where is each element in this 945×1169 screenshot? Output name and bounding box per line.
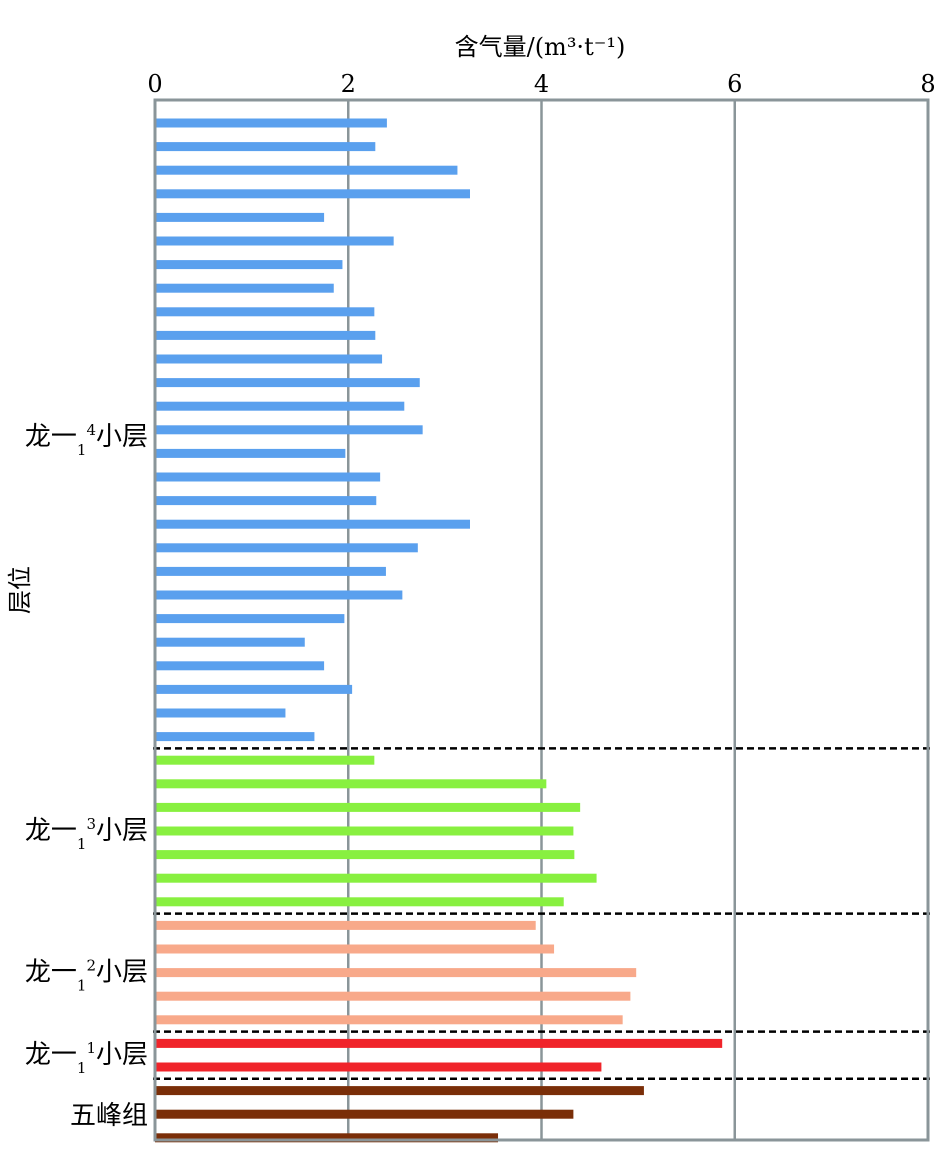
bar-group2-2: [155, 779, 547, 789]
x-tick-label-4: 4: [534, 70, 549, 98]
group-label-4: 龙一11小层: [25, 1039, 148, 1077]
bar-group1-7: [155, 260, 343, 270]
group-label-1: 龙一14小层: [25, 421, 148, 459]
bar-group2-5: [155, 850, 575, 860]
bar-group3-2: [155, 944, 555, 954]
bar-group1-21: [155, 590, 403, 600]
bar-group3-1: [155, 920, 536, 930]
bar-group2-6: [155, 873, 597, 883]
bar-group1-14: [155, 425, 423, 435]
bar-group1-6: [155, 236, 394, 246]
y-axis-title: 层位: [6, 566, 34, 614]
group-dividers: [153, 747, 932, 1081]
bar-group1-3: [155, 165, 458, 175]
bar-group4-2: [155, 1062, 602, 1072]
bar-group1-4: [155, 189, 470, 199]
bar-group1-9: [155, 307, 375, 317]
grid-lines: [347, 100, 736, 1140]
bar-group1-8: [155, 283, 334, 293]
bar-group1-22: [155, 614, 345, 624]
x-tick-labels: 0 2 4 6 8: [147, 70, 935, 98]
bar-group1-13: [155, 401, 405, 411]
bar-group1-11: [155, 354, 383, 364]
bar-group1-19: [155, 543, 418, 553]
group-label-5: 五峰组: [70, 1101, 148, 1131]
x-tick-label-0: 0: [147, 70, 162, 98]
bar-group1-2: [155, 142, 376, 152]
bar-group1-16: [155, 472, 381, 482]
group-label-2: 龙一13小层: [25, 815, 148, 853]
bar-group5-2: [155, 1109, 574, 1119]
bar-group5-1: [155, 1086, 644, 1096]
bar-group1-23: [155, 637, 305, 647]
bar-group1-10: [155, 330, 376, 340]
bar-group1-15: [155, 448, 346, 458]
bar-group2-7: [155, 897, 564, 907]
bar-group1-18: [155, 519, 470, 529]
bar-group1-27: [155, 732, 315, 742]
bar-group1-26: [155, 708, 286, 718]
x-axis-title: 含气量/(m³·t⁻¹): [455, 33, 626, 61]
bar-group3-5: [155, 1015, 623, 1025]
bar-group1-25: [155, 684, 353, 694]
bar-group1-5: [155, 212, 325, 222]
bar-group2-1: [155, 755, 375, 765]
x-tick-label-6: 6: [727, 70, 742, 98]
bar-group4-1: [155, 1038, 723, 1048]
group-label-3: 龙一12小层: [25, 957, 148, 995]
x-tick-label-8: 8: [920, 70, 935, 98]
plot-frame: [153, 98, 930, 1142]
bar-group1-1: [155, 118, 387, 128]
bar-group3-4: [155, 991, 631, 1001]
bar-group3-3: [155, 968, 637, 978]
bar-group5-3: [155, 1133, 499, 1143]
x-tick-label-2: 2: [341, 70, 356, 98]
bar-group2-3: [155, 802, 581, 812]
bar-group1-17: [155, 496, 377, 506]
bars: [155, 118, 723, 1143]
bar-group2-4: [155, 826, 574, 836]
bar-group1-12: [155, 378, 420, 388]
bar-group1-24: [155, 661, 325, 671]
bar-group1-20: [155, 566, 386, 576]
